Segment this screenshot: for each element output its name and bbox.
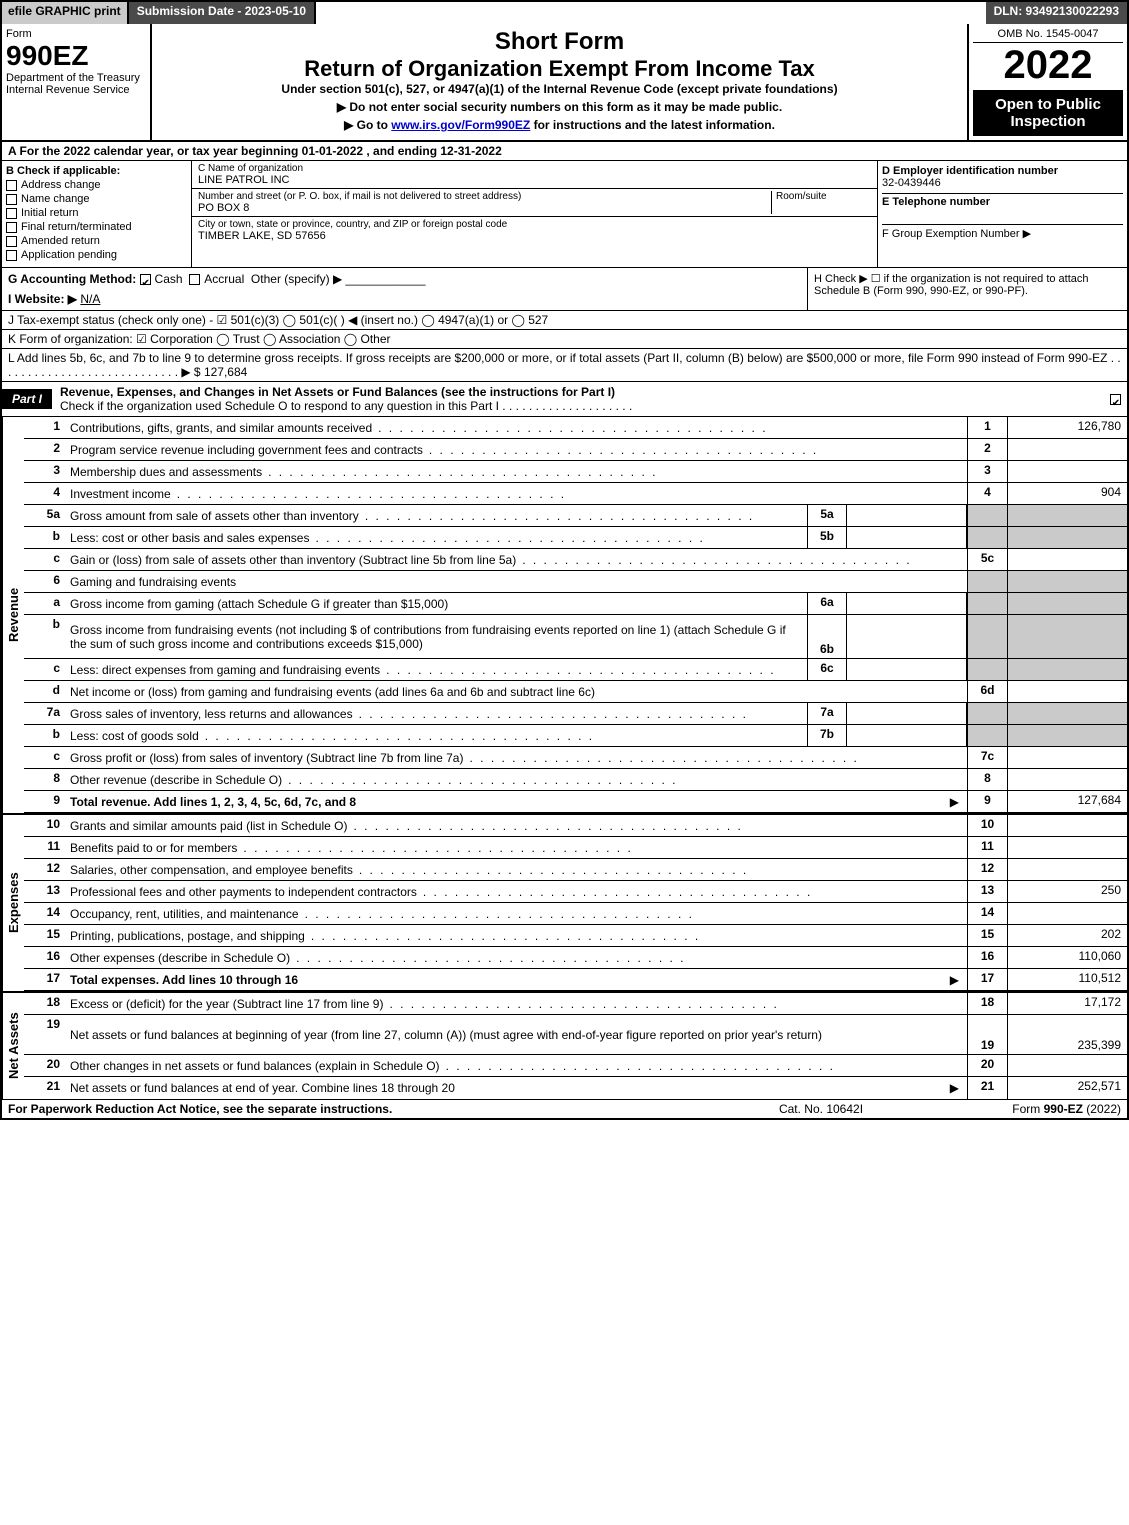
row-k: K Form of organization: ☑ Corporation ◯ … <box>2 330 1127 349</box>
row-h: H Check ▶ ☐ if the organization is not r… <box>807 268 1127 310</box>
submission-date: Submission Date - 2023-05-10 <box>129 2 316 24</box>
line13-value: 250 <box>1007 881 1127 902</box>
row-j: J Tax-exempt status (check only one) - ☑… <box>2 311 1127 330</box>
vertical-netassets: Net Assets <box>2 993 24 1099</box>
expenses-block: Expenses 10Grants and similar amounts pa… <box>2 813 1127 991</box>
row-l: L Add lines 5b, 6c, and 7b to line 9 to … <box>2 349 1127 382</box>
irs-link[interactable]: www.irs.gov/Form990EZ <box>391 118 530 132</box>
checkbox-amended-return[interactable] <box>6 236 17 247</box>
section-g-h: G Accounting Method: Cash Accrual Other … <box>2 268 1127 311</box>
line1-value: 126,780 <box>1007 417 1127 438</box>
checkbox-accrual[interactable] <box>189 274 200 285</box>
line18-value: 17,172 <box>1007 993 1127 1014</box>
checkbox-address-change[interactable] <box>6 180 17 191</box>
vertical-revenue: Revenue <box>2 417 24 813</box>
checkbox-cash[interactable] <box>140 274 151 285</box>
page-footer: For Paperwork Reduction Act Notice, see … <box>2 1099 1127 1118</box>
dept-label: Department of the Treasury <box>6 72 146 84</box>
line19-value: 235,399 <box>1007 1015 1127 1054</box>
part1-header: Part I Revenue, Expenses, and Changes in… <box>2 382 1127 417</box>
return-title: Return of Organization Exempt From Incom… <box>160 56 959 82</box>
irs-label: Internal Revenue Service <box>6 84 146 96</box>
checkbox-application-pending[interactable] <box>6 250 17 261</box>
box-b: B Check if applicable: Address change Na… <box>2 161 192 267</box>
ssn-warning: ▶ Do not enter social security numbers o… <box>160 100 959 114</box>
org-name: LINE PATROL INC <box>198 174 871 186</box>
omb-number: OMB No. 1545-0047 <box>973 28 1123 43</box>
line17-value: 110,512 <box>1007 969 1127 990</box>
org-address: PO BOX 8 <box>198 202 771 214</box>
form-number: 990EZ <box>6 40 146 72</box>
footer-left: For Paperwork Reduction Act Notice, see … <box>8 1102 721 1116</box>
short-form-title: Short Form <box>160 28 959 56</box>
website-value: N/A <box>80 292 100 306</box>
ein-value: 32-0439446 <box>882 177 1123 189</box>
line21-value: 252,571 <box>1007 1077 1127 1099</box>
open-public-badge: Open to Public Inspection <box>973 90 1123 136</box>
arrow-icon <box>950 1081 961 1095</box>
form-header: Form 990EZ Department of the Treasury In… <box>2 24 1127 142</box>
line15-value: 202 <box>1007 925 1127 946</box>
goto-instruction: ▶ Go to www.irs.gov/Form990EZ for instru… <box>160 118 959 132</box>
header-left: Form 990EZ Department of the Treasury In… <box>2 24 152 140</box>
checkbox-name-change[interactable] <box>6 194 17 205</box>
arrow-icon <box>950 795 961 809</box>
gross-receipts-value: 127,684 <box>204 365 247 379</box>
form-label: Form <box>6 28 146 40</box>
efile-label: efile GRAPHIC print <box>2 2 129 24</box>
form-page: efile GRAPHIC print Submission Date - 20… <box>0 0 1129 1120</box>
netassets-block: Net Assets 18Excess or (deficit) for the… <box>2 991 1127 1099</box>
revenue-block: Revenue 1Contributions, gifts, grants, a… <box>2 417 1127 813</box>
tax-year: 2022 <box>973 43 1123 88</box>
vertical-expenses: Expenses <box>2 815 24 991</box>
org-city: TIMBER LAKE, SD 57656 <box>198 230 871 242</box>
box-c: C Name of organization LINE PATROL INC N… <box>192 161 877 267</box>
under-section: Under section 501(c), 527, or 4947(a)(1)… <box>160 82 959 96</box>
line16-value: 110,060 <box>1007 947 1127 968</box>
header-center: Short Form Return of Organization Exempt… <box>152 24 967 140</box>
row-a: A For the 2022 calendar year, or tax yea… <box>2 142 1127 161</box>
header-right: OMB No. 1545-0047 2022 Open to Public In… <box>967 24 1127 140</box>
checkbox-initial-return[interactable] <box>6 208 17 219</box>
line9-value: 127,684 <box>1007 791 1127 812</box>
arrow-icon <box>950 973 961 987</box>
section-b-container: B Check if applicable: Address change Na… <box>2 161 1127 268</box>
footer-catno: Cat. No. 10642I <box>721 1102 921 1116</box>
checkbox-final-return[interactable] <box>6 222 17 233</box>
footer-formref: Form 990-EZ (2022) <box>921 1102 1121 1116</box>
line4-value: 904 <box>1007 483 1127 504</box>
top-bar: efile GRAPHIC print Submission Date - 20… <box>2 2 1127 24</box>
box-def: D Employer identification number 32-0439… <box>877 161 1127 267</box>
checkbox-schedule-o[interactable] <box>1110 394 1121 405</box>
dln-label: DLN: 93492130022293 <box>986 2 1127 24</box>
